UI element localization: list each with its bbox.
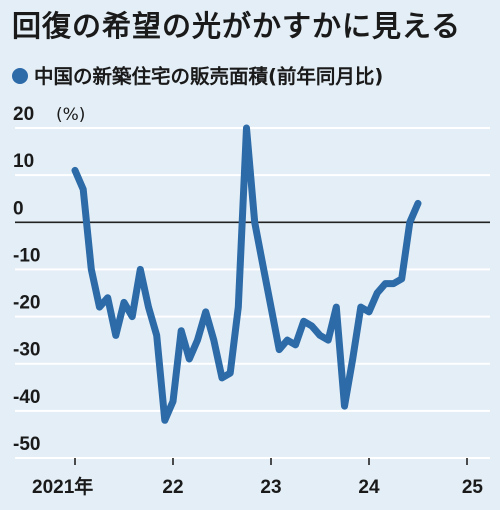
x-tick-label: 23 (260, 477, 281, 498)
y-axis-unit-label: (%) (56, 105, 85, 125)
chart-subtitle: 中国の新築住宅の販売面積(前年同月比) (12, 62, 492, 92)
chart-subtitle-text: 中国の新築住宅の販売面積(前年同月比) (34, 65, 384, 88)
series-line (71, 124, 422, 424)
y-tick-label: 0 (13, 198, 24, 219)
x-tick-label: 25 (462, 477, 484, 498)
x-tick-label: 24 (358, 477, 380, 498)
y-tick-label: -40 (13, 387, 40, 408)
x-tick-label: 22 (162, 477, 183, 498)
y-tick-label: 20 (13, 104, 34, 125)
chart-title: 回復の希望の光がかすかに見える (12, 9, 462, 43)
grid-lines (15, 127, 490, 459)
y-tick-label: 10 (13, 151, 34, 172)
x-axis-ticks: 2021年 22 23 24 25 (32, 458, 483, 498)
y-tick-label: -20 (13, 293, 40, 314)
x-tick-label: 2021年 (32, 475, 93, 498)
series-marker-dot (12, 68, 28, 84)
y-tick-label: -10 (13, 245, 40, 266)
y-axis-tick-labels: 20 10 0 -10 -20 -30 -40 -50 (13, 104, 40, 455)
series-lines (71, 124, 422, 424)
y-tick-label: -50 (13, 434, 40, 455)
y-tick-label: -30 (13, 340, 40, 361)
